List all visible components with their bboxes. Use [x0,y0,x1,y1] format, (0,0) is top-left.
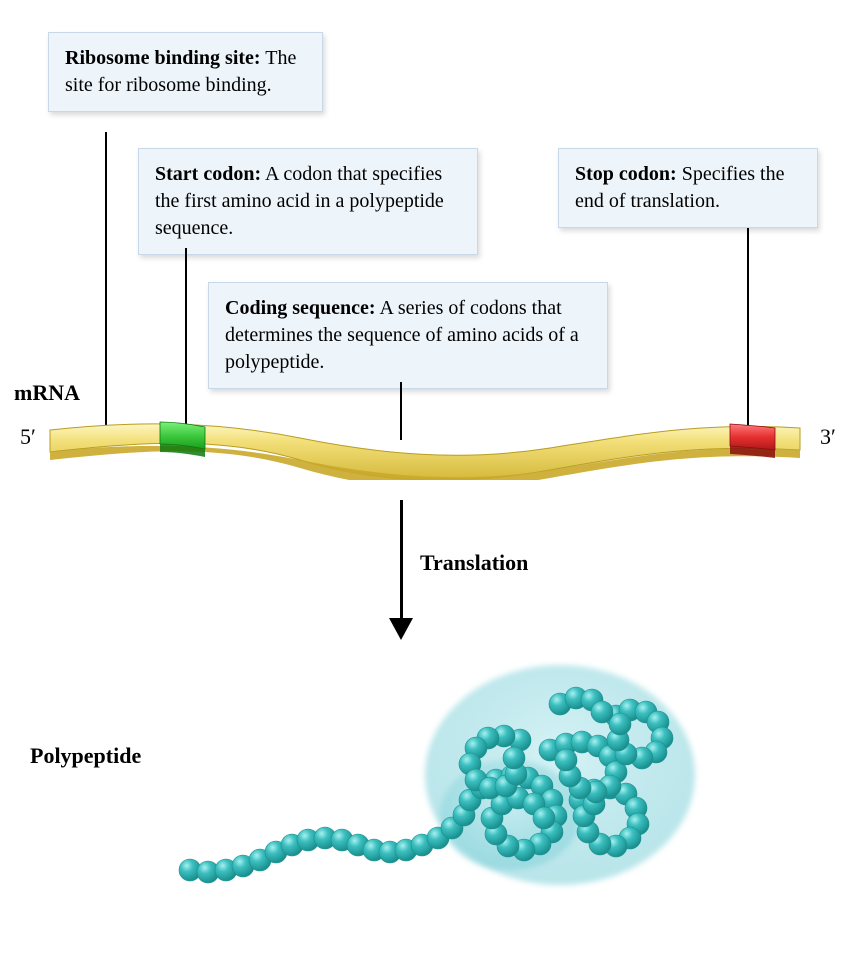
callout-coding: Coding sequence: A series of codons that… [208,282,608,389]
polypeptide-label: Polypeptide [30,743,141,769]
callout-rbs: Ribosome binding site: The site for ribo… [48,32,323,112]
polypeptide-graphic [150,640,710,950]
three-prime-label: 3′ [820,424,836,450]
translation-label: Translation [420,550,528,576]
callout-start: Start codon: A codon that specifies the … [138,148,478,255]
leader-rbs [105,132,107,430]
mrna-strand [40,400,810,480]
translation-arrow: Translation [390,500,590,660]
callout-rbs-title: Ribosome binding site: [65,47,261,69]
callout-start-title: Start codon: [155,163,261,185]
five-prime-label: 5′ [20,424,36,450]
callout-stop-title: Stop codon: [575,163,677,185]
callout-stop: Stop codon: Specifies the end of transla… [558,148,818,228]
callout-coding-title: Coding sequence: [225,297,376,319]
stop-codon-segment [730,424,775,450]
leader-stop [747,228,749,428]
